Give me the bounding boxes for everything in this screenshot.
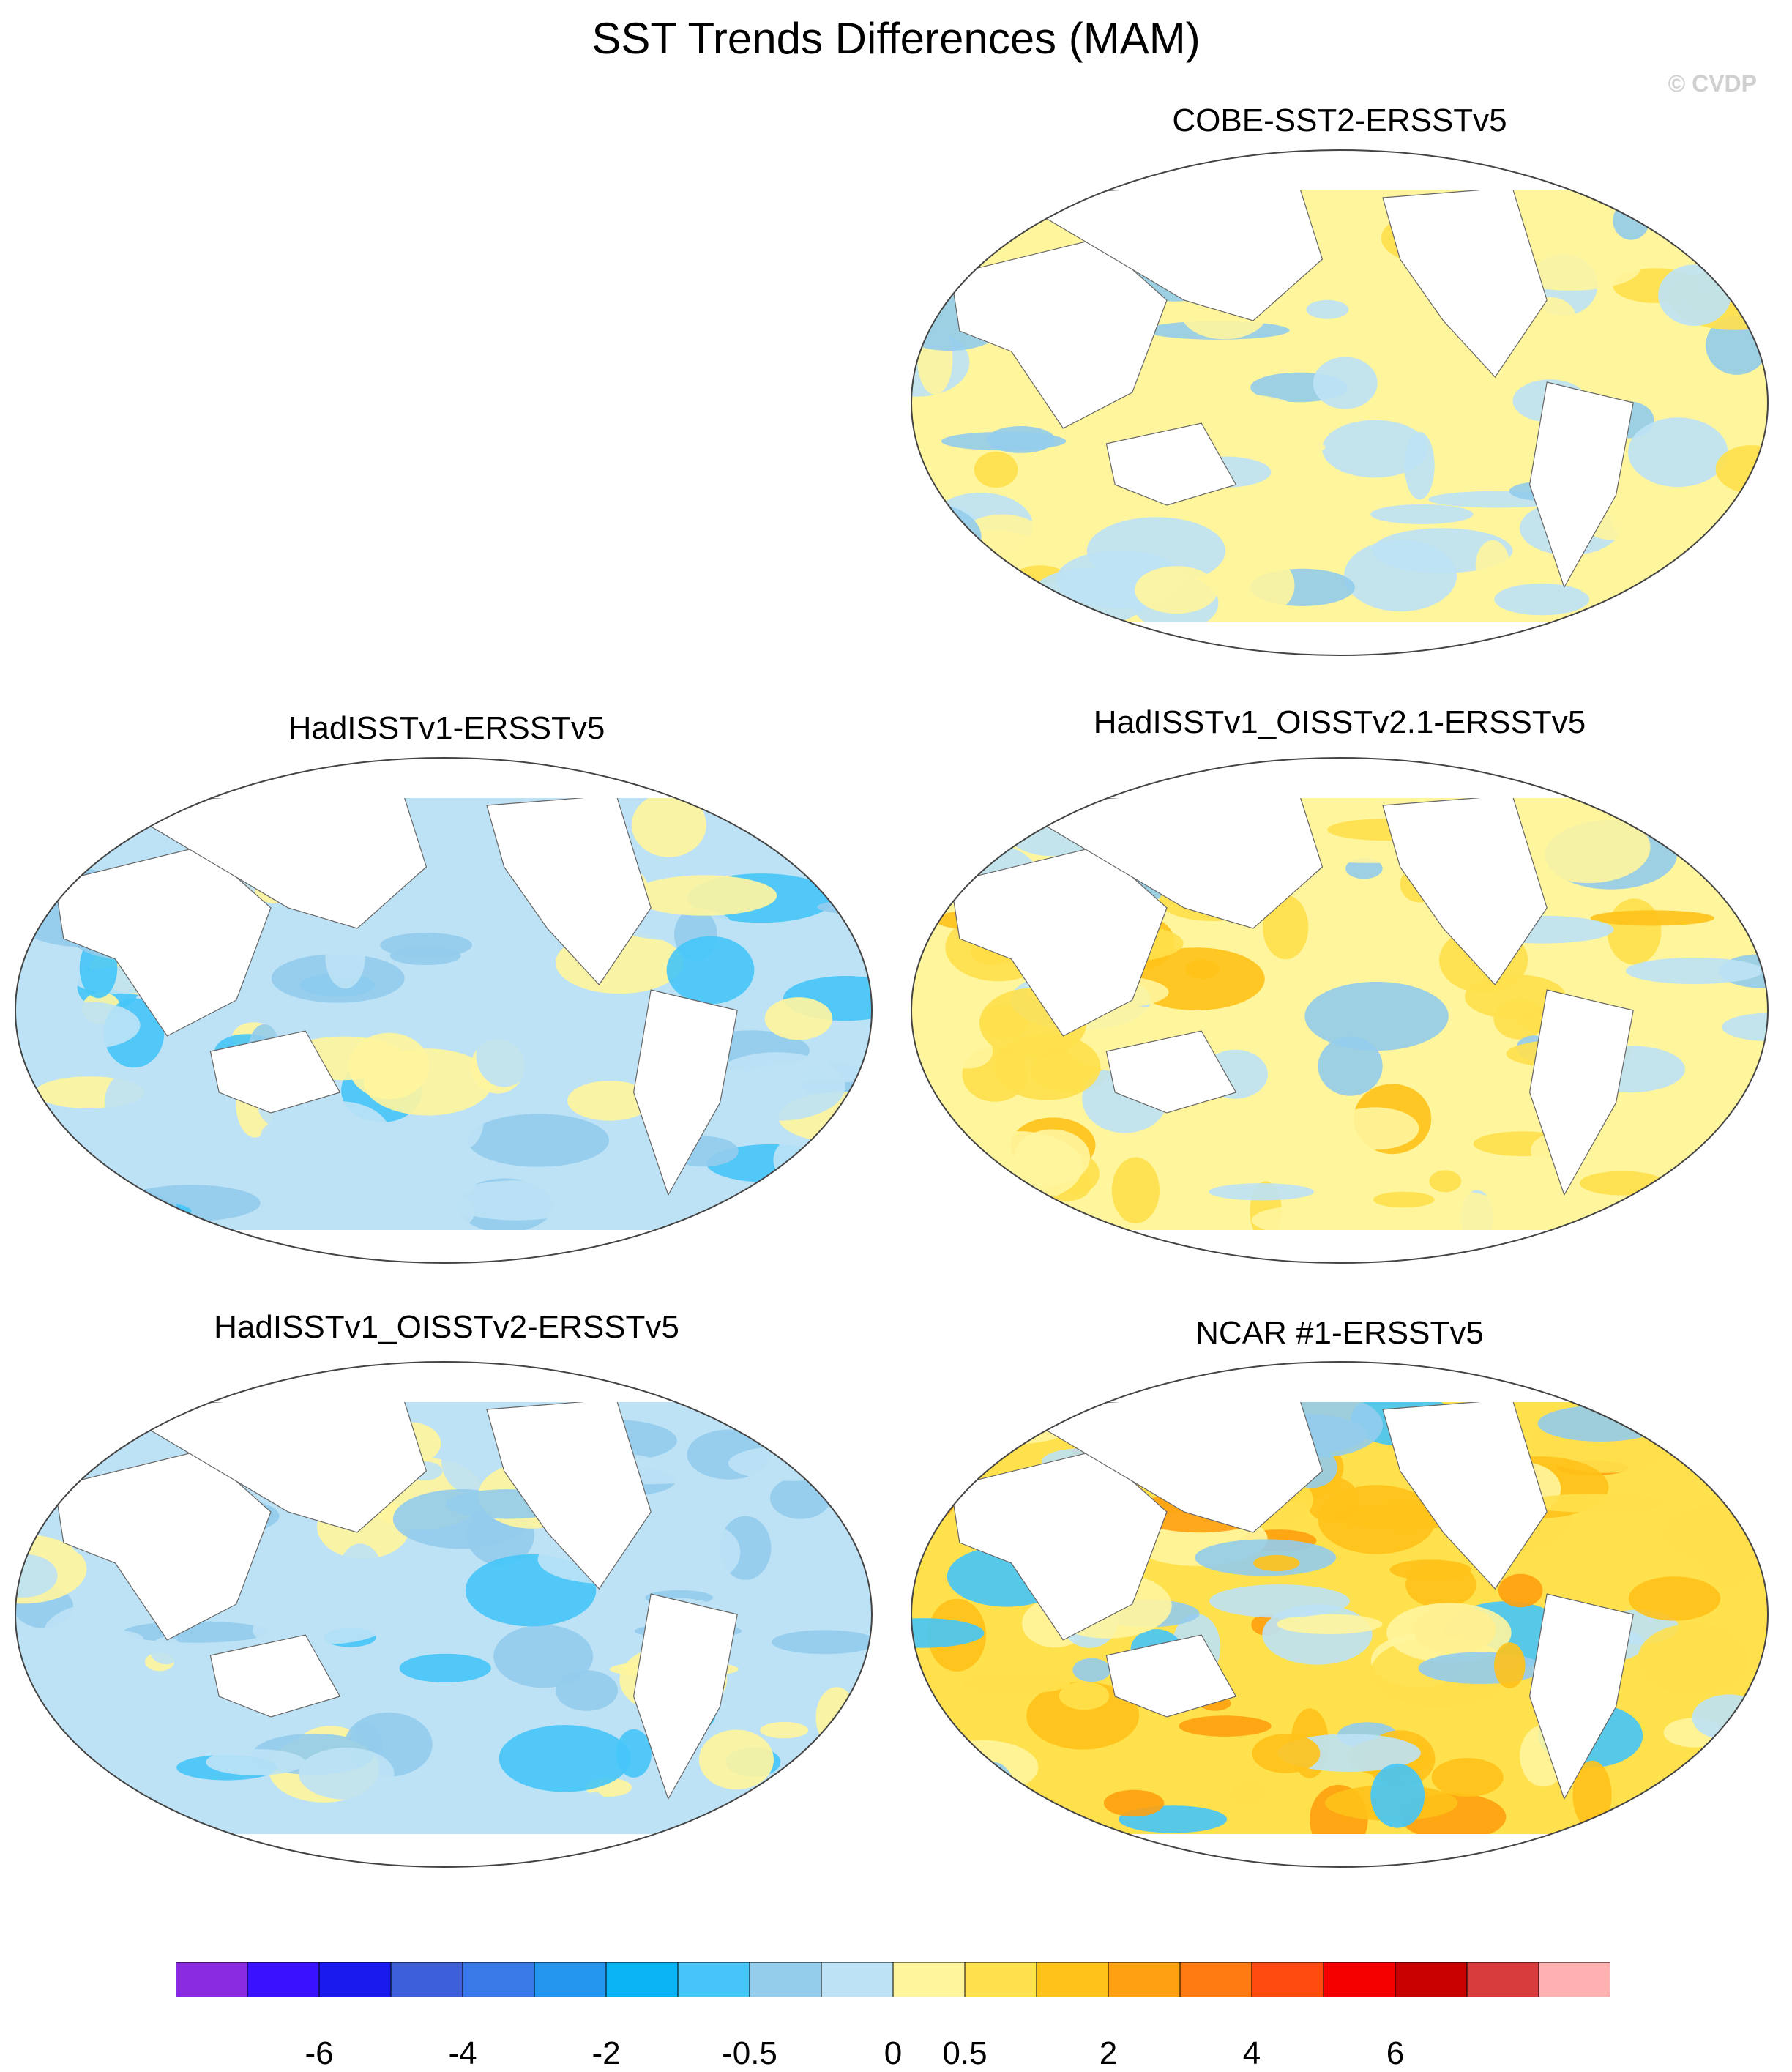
colorbar-swatch — [462, 1962, 535, 1997]
colorbar-swatch — [1466, 1962, 1539, 1997]
colorbar-tick-label: -2 — [591, 2035, 621, 2071]
continent-outline — [632, 1593, 738, 1800]
continent-outline — [209, 1634, 341, 1718]
colorbar-tick-label: 0 — [884, 2035, 903, 2071]
panel-title-hadisst-oisstv21: HadISSTv1_OISSTv2.1-ERSSTv5 — [1093, 704, 1586, 740]
colorbar-swatch — [1323, 1962, 1396, 1997]
colorbar-swatch — [390, 1962, 463, 1997]
continent-outline — [1528, 989, 1634, 1196]
continent-outline — [1528, 381, 1634, 589]
map-boundary — [14, 1361, 873, 1868]
colorbar-swatch — [247, 1962, 320, 1997]
colorbar-swatch — [1251, 1962, 1324, 1997]
continent-outline — [1105, 1634, 1237, 1718]
map-boundary — [14, 757, 873, 1264]
colorbar-swatch — [1395, 1962, 1468, 1997]
colorbar-tick-label: -0.5 — [722, 2035, 777, 2071]
colorbar-swatch — [534, 1962, 607, 1997]
panel-title-hadisst: HadISSTv1-ERSSTv5 — [288, 710, 605, 746]
colorbar-swatch — [892, 1962, 966, 1997]
map-boundary — [910, 149, 1769, 656]
panel-title-hadisst-oisstv2: HadISSTv1_OISSTv2-ERSSTv5 — [214, 1309, 679, 1345]
colorbar-tick-label: -4 — [448, 2035, 477, 2071]
panel-title-ncar: NCAR #1-ERSSTv5 — [1195, 1315, 1484, 1351]
map-ncar — [910, 1361, 1769, 1868]
map-hadisst-oisstv2 — [14, 1361, 873, 1868]
colorbar-swatch — [1179, 1962, 1252, 1997]
continent-outline — [1105, 1030, 1237, 1114]
continent-outline — [209, 1030, 341, 1114]
continent-outline — [1105, 422, 1237, 506]
colorbar-swatch — [749, 1962, 822, 1997]
sst-field — [15, 758, 872, 1263]
map-hadisst-oisstv21 — [910, 757, 1769, 1264]
figure-title: SST Trends Differences (MAM) — [591, 14, 1201, 63]
colorbar-swatch — [1108, 1962, 1181, 1997]
colorbar-tick-label: 0.5 — [942, 2035, 988, 2071]
colorbar-swatch — [1036, 1962, 1109, 1997]
colorbar-swatch — [964, 1962, 1037, 1997]
colorbar-tick-label: -6 — [305, 2035, 334, 2071]
continent-outline — [632, 989, 738, 1196]
colorbar-swatch — [605, 1962, 679, 1997]
colorbar-tick-label: 2 — [1099, 2035, 1118, 2071]
colorbar-tick-label: 6 — [1386, 2035, 1405, 2071]
panel-title-cobe: COBE-SST2-ERSSTv5 — [1172, 103, 1507, 138]
map-boundary — [910, 1361, 1769, 1868]
colorbar-tick-label: 4 — [1242, 2035, 1261, 2071]
continent-outline — [1528, 1593, 1634, 1800]
colorbar-swatch — [318, 1962, 392, 1997]
watermark: © CVDP — [1668, 70, 1757, 97]
map-hadisst — [14, 757, 873, 1264]
colorbar-swatch — [1538, 1962, 1610, 1997]
map-boundary — [910, 757, 1769, 1264]
colorbar-swatch — [176, 1962, 248, 1997]
colorbar — [176, 1962, 1610, 1997]
colorbar-swatch — [821, 1962, 894, 1997]
map-cobe — [910, 149, 1769, 656]
colorbar-swatch — [677, 1962, 750, 1997]
